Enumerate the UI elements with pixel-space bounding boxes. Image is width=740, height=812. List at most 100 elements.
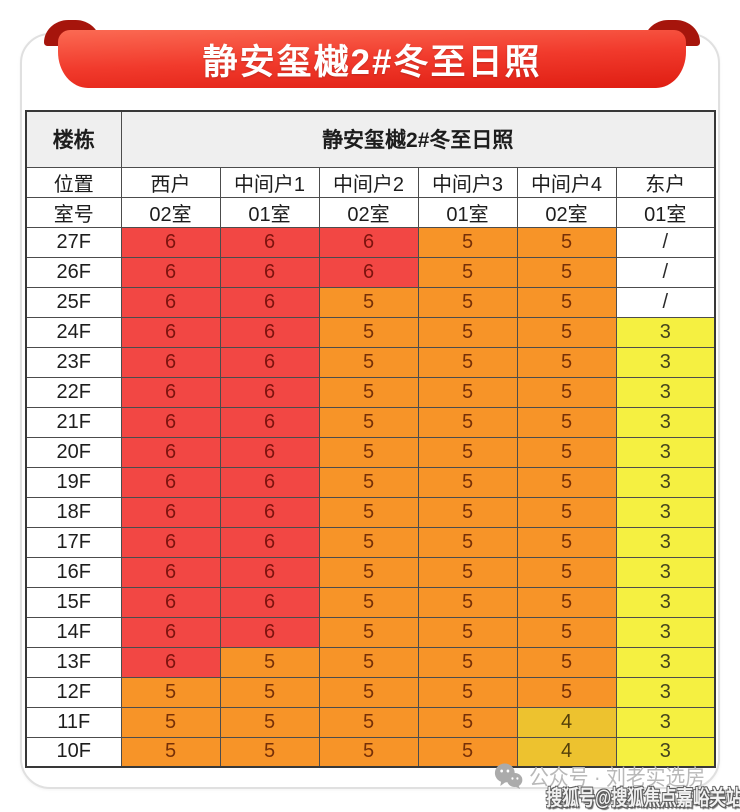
sunshine-table: 楼栋 静安玺樾2#冬至日照 位置 西户 中间户1 中间户2 中间户3 中间户4 东户 室号…	[25, 110, 716, 768]
table-row: 22F 6 6 5 5 5 3	[25, 376, 716, 408]
value-cell: 6	[219, 556, 320, 588]
floor-label: 26F	[25, 256, 122, 288]
sohu-watermark: 搜狐号@搜狐焦点嘉峪关站	[546, 787, 740, 810]
value-cell: 6	[120, 346, 221, 378]
value-cell: 3	[615, 496, 716, 528]
value-cell: 6	[219, 436, 320, 468]
value-cell: 5	[417, 286, 518, 318]
value-cell: 5	[417, 586, 518, 618]
value-cell: 5	[417, 646, 518, 678]
table-row: 15F 6 6 5 5 5 3	[25, 586, 716, 618]
value-cell: 5	[516, 436, 617, 468]
floor-label: 23F	[25, 346, 122, 378]
value-cell: 3	[615, 676, 716, 708]
table-title: 静安玺樾2#冬至日照	[120, 110, 716, 168]
floor-label: 24F	[25, 316, 122, 348]
floor-label: 25F	[25, 286, 122, 318]
value-cell: 5	[318, 646, 419, 678]
value-cell: 3	[615, 406, 716, 438]
value-cell: 5	[318, 736, 419, 768]
value-cell: 5	[516, 286, 617, 318]
value-cell: 6	[120, 646, 221, 678]
value-cell: 6	[219, 376, 320, 408]
value-cell: 6	[219, 496, 320, 528]
value-cell: 5	[516, 226, 617, 258]
value-cell: 3	[615, 376, 716, 408]
value-cell: 5	[417, 556, 518, 588]
value-cell: 3	[615, 616, 716, 648]
position-header-row: 位置 西户 中间户1 中间户2 中间户3 中间户4 东户	[25, 166, 716, 198]
value-cell: 5	[417, 256, 518, 288]
floor-label: 21F	[25, 406, 122, 438]
value-cell: 3	[615, 556, 716, 588]
value-cell: 6	[120, 436, 221, 468]
value-cell: 3	[615, 316, 716, 348]
value-cell: 5	[318, 706, 419, 738]
value-cell: 5	[120, 706, 221, 738]
table-row: 18F 6 6 5 5 5 3	[25, 496, 716, 528]
value-cell: 4	[516, 706, 617, 738]
value-cell: 5	[318, 376, 419, 408]
value-cell: 6	[120, 406, 221, 438]
value-cell: 5	[219, 646, 320, 678]
floor-label: 13F	[25, 646, 122, 678]
room-header: 01室	[417, 196, 518, 228]
value-cell: 6	[219, 346, 320, 378]
value-cell: 6	[120, 226, 221, 258]
value-cell: 5	[318, 316, 419, 348]
value-cell: 5	[516, 376, 617, 408]
value-cell: 5	[417, 466, 518, 498]
position-header: 西户	[120, 166, 221, 198]
value-cell: 5	[516, 466, 617, 498]
room-header: 02室	[516, 196, 617, 228]
value-cell: 5	[516, 646, 617, 678]
floor-label: 10F	[25, 736, 122, 768]
floor-label: 22F	[25, 376, 122, 408]
value-cell: 3	[615, 346, 716, 378]
value-cell: 5	[318, 436, 419, 468]
floor-label: 16F	[25, 556, 122, 588]
value-cell: /	[615, 226, 716, 258]
value-cell: 3	[615, 706, 716, 738]
corner-label: 楼栋	[25, 110, 122, 168]
value-cell: 6	[219, 226, 320, 258]
value-cell: 5	[120, 736, 221, 768]
position-header: 中间户2	[318, 166, 419, 198]
value-cell: 3	[615, 466, 716, 498]
value-cell: 6	[219, 616, 320, 648]
position-label: 位置	[25, 166, 122, 198]
floor-label: 18F	[25, 496, 122, 528]
value-cell: 6	[318, 226, 419, 258]
room-header: 01室	[219, 196, 320, 228]
value-cell: 5	[318, 466, 419, 498]
value-cell: 6	[120, 556, 221, 588]
position-header: 东户	[615, 166, 716, 198]
table-row: 10F 5 5 5 5 4 3	[25, 736, 716, 768]
value-cell: 6	[219, 406, 320, 438]
floor-label: 14F	[25, 616, 122, 648]
value-cell: 5	[516, 586, 617, 618]
value-cell: 4	[516, 736, 617, 768]
value-cell: 5	[318, 286, 419, 318]
floor-label: 19F	[25, 466, 122, 498]
value-cell: 5	[219, 706, 320, 738]
value-cell: 5	[318, 526, 419, 558]
value-cell: 5	[516, 496, 617, 528]
value-cell: 6	[120, 526, 221, 558]
table-row: 13F 6 5 5 5 5 3	[25, 646, 716, 678]
table-row: 16F 6 6 5 5 5 3	[25, 556, 716, 588]
value-cell: 5	[417, 706, 518, 738]
position-header: 中间户3	[417, 166, 518, 198]
value-cell: 5	[318, 496, 419, 528]
value-cell: 5	[318, 586, 419, 618]
value-cell: 5	[417, 616, 518, 648]
value-cell: 6	[120, 616, 221, 648]
value-cell: 5	[516, 316, 617, 348]
table-row: 20F 6 6 5 5 5 3	[25, 436, 716, 468]
table-row: 12F 5 5 5 5 5 3	[25, 676, 716, 708]
value-cell: 5	[516, 676, 617, 708]
value-cell: 6	[219, 526, 320, 558]
position-header: 中间户1	[219, 166, 320, 198]
value-cell: 3	[615, 646, 716, 678]
wechat-watermark: 公众号 · 刘老实选房	[494, 760, 705, 792]
